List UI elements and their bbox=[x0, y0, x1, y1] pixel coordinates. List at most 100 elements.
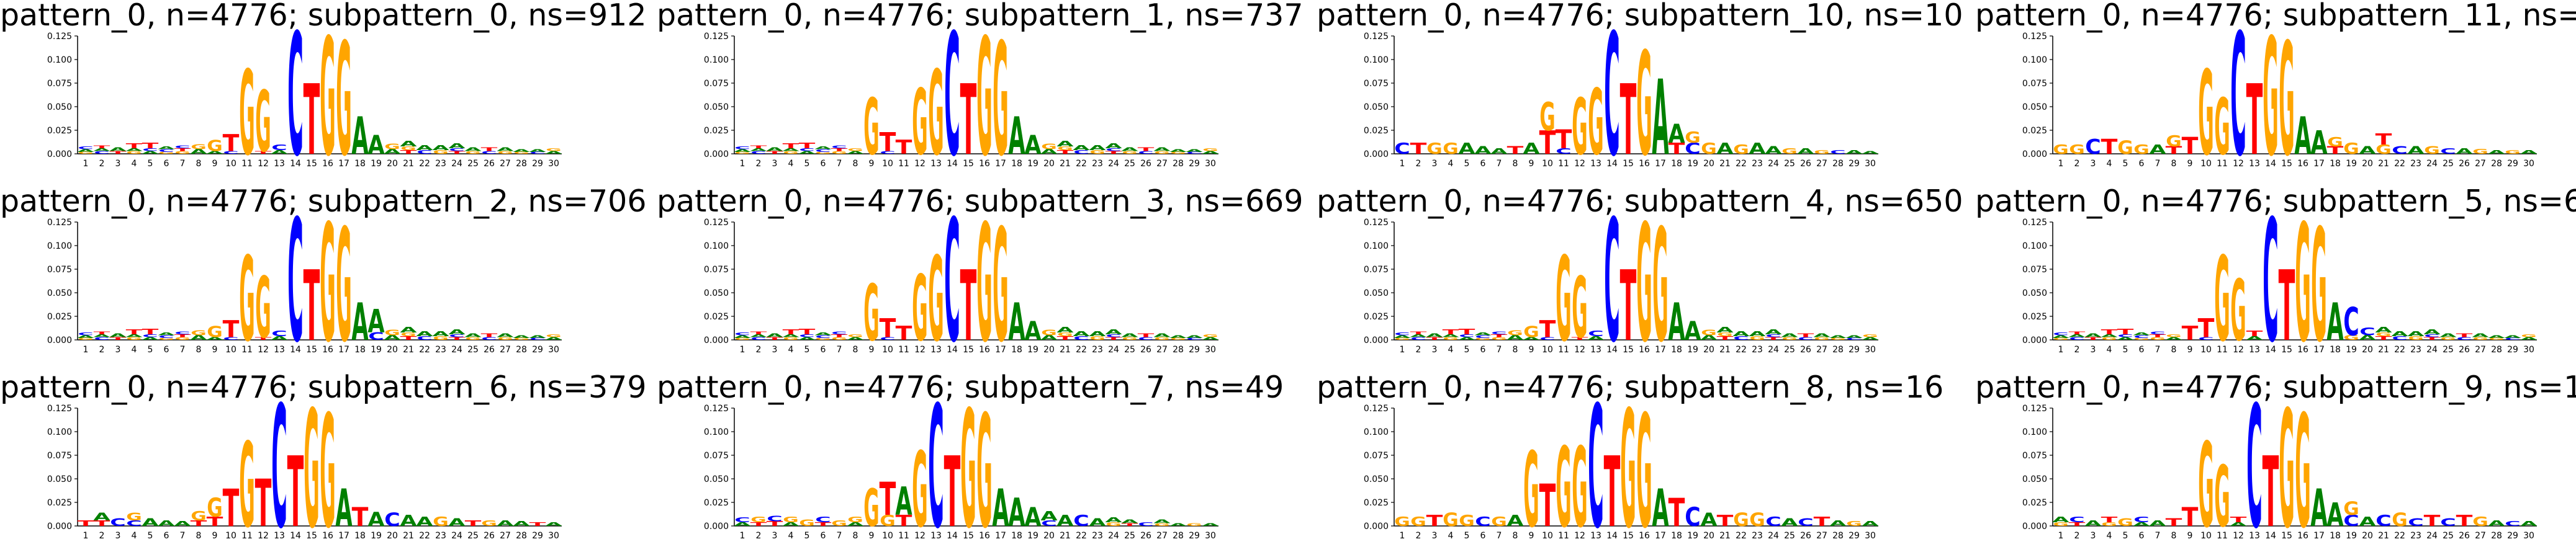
logo-letter-C: C bbox=[271, 370, 287, 552]
x-tick-label: 6 bbox=[164, 159, 169, 169]
logo-letter-A: A bbox=[1121, 146, 1138, 153]
x-tick-label: 21 bbox=[1060, 345, 1071, 355]
x-tick-label: 30 bbox=[548, 345, 559, 355]
logo-letter-A: A bbox=[2520, 336, 2538, 341]
logo-letter-T: T bbox=[2376, 130, 2392, 148]
logo-letter-C: C bbox=[1588, 329, 1603, 338]
logo-letter-G: G bbox=[1523, 323, 1539, 341]
x-tick-label: 7 bbox=[1497, 159, 1502, 169]
logo-letter-T: T bbox=[449, 150, 466, 154]
logo-letter-T: T bbox=[255, 336, 272, 341]
logo-letter-T: T bbox=[2263, 436, 2279, 549]
logo-letter-A: A bbox=[497, 332, 514, 339]
logo-letter-A: A bbox=[351, 107, 369, 166]
logo-letter-A: A bbox=[814, 332, 832, 336]
y-tick-label: 0.025 bbox=[47, 312, 72, 322]
logo-letter-T: T bbox=[2456, 332, 2474, 339]
x-tick-label: 7 bbox=[180, 531, 186, 541]
logo-letter-G: G bbox=[880, 512, 895, 530]
x-tick-label: 27 bbox=[1156, 159, 1168, 169]
logo-letter-C: C bbox=[174, 331, 190, 335]
logo-letter-G: G bbox=[1394, 514, 1410, 529]
x-tick-label: 7 bbox=[837, 159, 842, 169]
logo-letter-A: A bbox=[1169, 334, 1187, 339]
logo-letter-G: G bbox=[1701, 140, 1716, 158]
logo-letter-T: T bbox=[960, 250, 977, 363]
x-tick-label: 12 bbox=[1574, 345, 1585, 355]
x-tick-label: 11 bbox=[1558, 159, 1569, 169]
logo-letter-A: A bbox=[206, 336, 223, 341]
x-tick-label: 5 bbox=[148, 159, 153, 169]
x-tick-label: 22 bbox=[1736, 159, 1747, 169]
y-tick-label: 0.025 bbox=[2022, 498, 2047, 508]
x-tick-label: 3 bbox=[772, 345, 778, 355]
logo-letter-A: A bbox=[1523, 140, 1540, 158]
x-tick-label: 30 bbox=[2523, 159, 2534, 169]
x-tick-label: 15 bbox=[306, 345, 317, 355]
logo-letter-A: A bbox=[1829, 334, 1847, 339]
logo-letter-C: C bbox=[529, 337, 545, 341]
logo-letter-G: G bbox=[1572, 260, 1587, 357]
x-tick-label: 22 bbox=[419, 159, 430, 169]
logo-letter-G: G bbox=[2521, 334, 2536, 338]
logo-letter-G: G bbox=[433, 149, 449, 156]
x-tick-label: 18 bbox=[1671, 159, 1682, 169]
logo-letter-C: C bbox=[2085, 135, 2101, 159]
logo-letter-G: G bbox=[304, 376, 319, 552]
logo-letter-C: C bbox=[2408, 517, 2423, 528]
logo-letter-A: A bbox=[1442, 334, 1459, 338]
y-tick-label: 0.125 bbox=[704, 218, 729, 228]
logo-letter-A: A bbox=[2117, 336, 2134, 341]
x-tick-label: 7 bbox=[2155, 345, 2161, 355]
y-tick-label: 0.125 bbox=[704, 404, 729, 414]
x-tick-label: 3 bbox=[2091, 159, 2096, 169]
y-tick-label: 0.000 bbox=[1364, 522, 1389, 532]
x-tick-label: 20 bbox=[387, 345, 398, 355]
x-tick-label: 29 bbox=[1189, 345, 1200, 355]
logo-letter-A: A bbox=[1089, 145, 1106, 152]
logo-letter-G: G bbox=[191, 509, 206, 523]
logo-panel: pattern_0, n=4776; subpattern_8, ns=16 0.… bbox=[1317, 370, 1943, 552]
x-tick-label: 24 bbox=[1768, 531, 1779, 541]
x-tick-label: 9 bbox=[869, 159, 875, 169]
logo-letter-T: T bbox=[110, 336, 127, 341]
logo-letter-G: G bbox=[497, 336, 513, 341]
x-tick-label: 1 bbox=[1400, 345, 1405, 355]
x-tick-label: 7 bbox=[1497, 345, 1502, 355]
logo-letter-C: C bbox=[1798, 336, 1813, 341]
x-tick-label: 7 bbox=[180, 345, 186, 355]
x-tick-label: 16 bbox=[1639, 531, 1650, 541]
logo-letter-G: G bbox=[1507, 329, 1523, 337]
logo-letter-G: G bbox=[847, 334, 863, 338]
x-tick-label: 12 bbox=[1574, 531, 1585, 541]
x-tick-label: 21 bbox=[1719, 345, 1731, 355]
logo-letter-C: C bbox=[94, 336, 109, 341]
x-tick-label: 14 bbox=[290, 531, 301, 541]
logo-letter-G: G bbox=[336, 196, 351, 376]
logo-letter-A: A bbox=[1153, 519, 1171, 525]
y-tick-label: 0.100 bbox=[1364, 241, 1389, 251]
logo-letter-T: T bbox=[481, 146, 498, 153]
y-tick-label: 0.025 bbox=[704, 126, 729, 136]
logo-letter-A: A bbox=[2133, 332, 2150, 336]
logo-letter-A: A bbox=[1668, 293, 1685, 352]
x-tick-label: 16 bbox=[2297, 345, 2308, 355]
logo-letter-A: A bbox=[1668, 119, 1685, 149]
logo-letter-T: T bbox=[1717, 335, 1734, 341]
x-tick-label: 8 bbox=[2171, 345, 2177, 355]
x-tick-label: 27 bbox=[1816, 345, 1827, 355]
logo-letter-T: T bbox=[1539, 123, 1556, 161]
logo-letter-T: T bbox=[142, 141, 159, 150]
x-tick-label: 12 bbox=[1574, 159, 1585, 169]
x-tick-label: 20 bbox=[2362, 345, 2373, 355]
logo-letter-T: T bbox=[2101, 515, 2118, 524]
logo-letter-T: T bbox=[1057, 149, 1074, 155]
logo-letter-C: C bbox=[2117, 334, 2133, 338]
x-tick-label: 12 bbox=[914, 159, 925, 169]
x-tick-label: 10 bbox=[1542, 345, 1553, 355]
logo-letter-G: G bbox=[433, 514, 448, 529]
x-tick-label: 5 bbox=[1464, 159, 1470, 169]
